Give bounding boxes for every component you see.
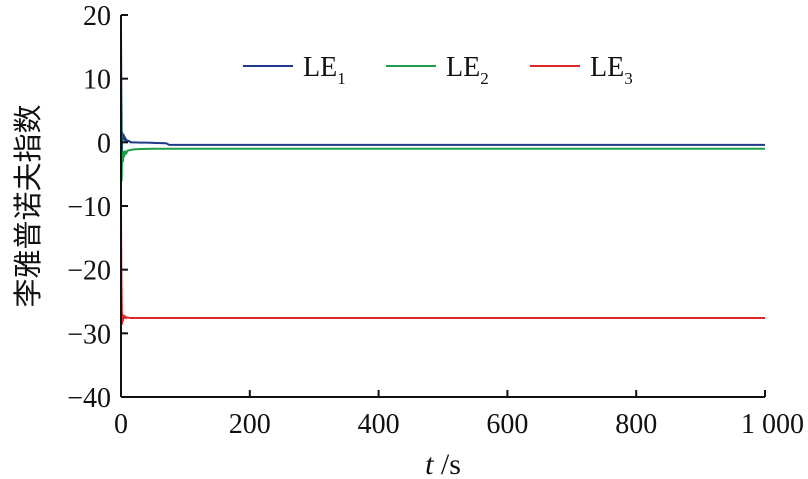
series-line-1 [120,27,765,157]
series-line-3 [120,205,765,325]
y-tick-label: 0 [97,128,111,159]
series-line-2 [120,85,765,182]
legend-item-2: LE2 [386,52,489,88]
y-tick-label: −40 [67,383,111,414]
legend: LE1 LE2 LE3 [243,52,633,88]
legend-label: LE2 [446,52,489,88]
x-axis-label: t /s [425,448,461,479]
x-tick-label: 800 [615,409,657,440]
x-tick-label: 600 [486,409,528,440]
legend-label: LE1 [303,52,346,88]
y-tick-label: 20 [83,1,111,32]
series-layer [120,27,765,325]
y-axis-label: 李雅普诺夫指数 [11,104,45,307]
y-tick-label: 10 [83,65,111,96]
x-tick-label: 200 [229,409,271,440]
x-tick-label: 1 000 [741,409,804,440]
x-tick-label: 0 [114,409,128,440]
legend-label: LE3 [590,52,633,88]
y-tick-label: −30 [67,319,111,350]
x-tick-label: 400 [358,409,400,440]
y-tick-label: −10 [67,192,111,223]
y-tick-label: −20 [67,256,111,287]
legend-item-3: LE3 [530,52,633,88]
legend-item-1: LE1 [243,52,346,88]
